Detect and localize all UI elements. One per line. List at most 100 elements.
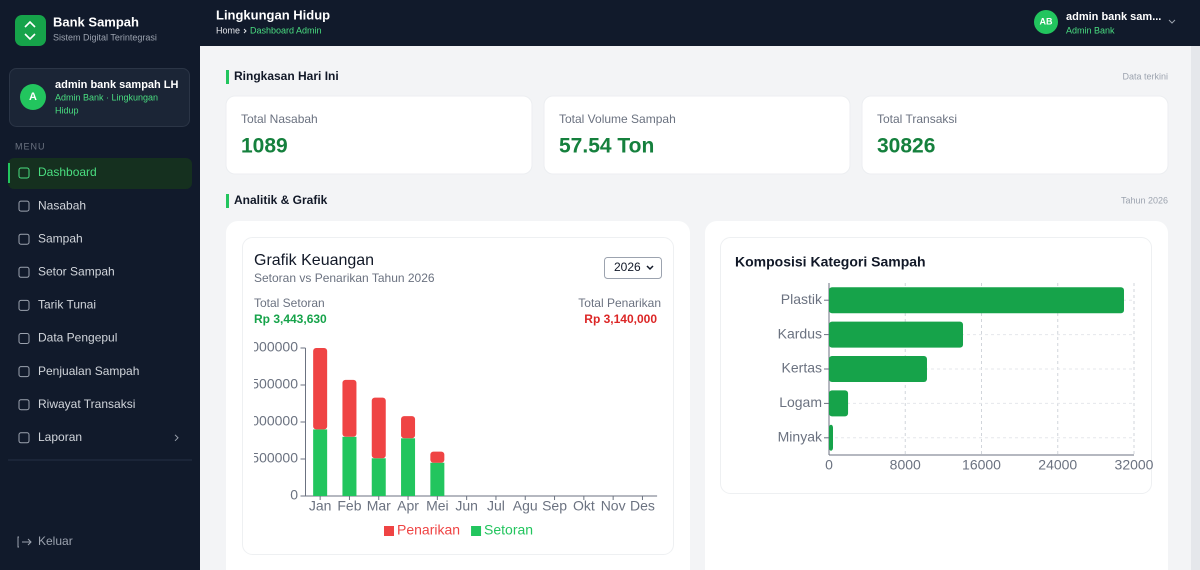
breadcrumb: Dashboard Admin <box>250 25 322 35</box>
chart-subtitle: Setoran vs Penarikan Tahun 2026 <box>254 271 435 285</box>
x-tick-label: 8000 <box>890 457 921 473</box>
x-tick-label: Agu <box>513 498 538 514</box>
menu-item[interactable]: Penjualan Sampah <box>38 364 139 378</box>
x-tick-label: 16000 <box>962 457 1001 473</box>
brand-title: Bank Sampah <box>53 14 139 29</box>
stat-label: Total Volume Sampah <box>559 112 676 126</box>
bar-segment <box>342 436 357 496</box>
menu-icon <box>18 399 30 411</box>
user-role: Hidup <box>55 105 79 115</box>
menu-item[interactable]: Dashboard <box>38 165 97 179</box>
bar-segment <box>430 451 445 463</box>
menu-label: MENU <box>15 141 46 151</box>
x-tick-label: 0 <box>825 457 833 473</box>
year-select-value: 2026 <box>614 260 641 274</box>
breadcrumb[interactable]: Home <box>216 25 240 35</box>
menu-item[interactable]: Data Pengepul <box>38 331 117 345</box>
menu-icon <box>18 432 30 444</box>
menu-icon <box>18 233 30 245</box>
bar-segment <box>313 429 328 496</box>
breadcrumb-sep <box>243 28 247 34</box>
menu-icon <box>18 266 30 278</box>
y-tick-label: 2000000 <box>243 339 298 355</box>
x-tick-label: Mar <box>367 498 391 514</box>
legend-label[interactable]: Setoran <box>484 522 533 538</box>
x-tick-label: Jun <box>455 498 478 514</box>
brand-icon <box>24 20 36 41</box>
total-label: Total Penarikan <box>578 296 661 310</box>
section-title: Analitik & Grafik <box>234 193 328 207</box>
chart-title: Komposisi Kategori Sampah <box>735 254 926 270</box>
menu-icon <box>18 167 30 179</box>
header <box>200 0 1200 46</box>
bar <box>829 356 927 382</box>
legend-swatch <box>384 526 394 536</box>
chart-title: Grafik Keuangan <box>254 252 374 269</box>
select-arrow <box>646 265 654 271</box>
x-tick-label: Jan <box>309 498 332 514</box>
menu-expand <box>174 434 179 442</box>
x-tick-label: Nov <box>601 498 626 514</box>
user-dropdown[interactable] <box>1168 19 1176 24</box>
stat-card <box>861 95 1169 175</box>
section-marker <box>226 194 229 208</box>
user-card <box>9 68 190 127</box>
bar-segment <box>371 397 386 459</box>
stat-value: 30826 <box>877 135 935 158</box>
bar <box>829 390 849 417</box>
y-tick-label: 500000 <box>251 450 298 466</box>
year-select[interactable] <box>604 257 662 279</box>
y-labels: 0 500000 1000000 1500000 2000000 <box>243 339 298 503</box>
stat-label: Total Transaksi <box>877 112 957 126</box>
y-tick-label: Kertas <box>782 360 822 376</box>
brand-logo <box>15 15 46 46</box>
section-note: Tahun 2026 <box>1121 195 1168 205</box>
brand-subtitle: Sistem Digital Terintegrasi <box>53 32 157 42</box>
logout[interactable]: Keluar <box>38 534 73 548</box>
y-tick-label: Minyak <box>778 429 823 445</box>
bar <box>829 424 834 451</box>
menu-item[interactable]: Laporan <box>38 430 82 444</box>
menu-item[interactable]: Tarik Tunai <box>38 298 96 312</box>
bar-segment <box>313 348 328 430</box>
total-label: Total Setoran <box>254 296 325 310</box>
bar-segment <box>371 458 386 496</box>
menu-item[interactable]: Setor Sampah <box>38 264 115 278</box>
section-title: Ringkasan Hari Ini <box>234 69 339 83</box>
x-tick-label: Feb <box>337 498 361 514</box>
avatar-letters: AB <box>1040 16 1053 26</box>
avatar-letter: A <box>29 91 37 103</box>
menu-item[interactable]: Sampah <box>38 231 83 245</box>
header-user-role: Admin Bank <box>1066 25 1115 35</box>
x-tick-label: Sep <box>542 498 567 514</box>
menu-icon <box>18 200 30 212</box>
bar <box>829 321 964 348</box>
stat-card <box>543 95 851 175</box>
scrollbar <box>1191 46 1200 570</box>
menu-icon <box>18 366 30 378</box>
menu-item[interactable]: Riwayat Transaksi <box>38 397 135 411</box>
bar-segment <box>342 379 357 437</box>
x-tick-label: 24000 <box>1038 457 1077 473</box>
y-tick-label: Plastik <box>781 291 823 307</box>
bar-segment <box>401 438 416 496</box>
y-tick-label: Kardus <box>778 325 822 341</box>
menu-icon <box>18 299 30 311</box>
user-role: Admin Bank · Lingkungan <box>55 92 158 102</box>
stat-card <box>225 95 533 175</box>
section-marker <box>226 70 229 84</box>
menu-active-bg <box>8 158 192 189</box>
x-tick-label: Mei <box>426 498 449 514</box>
header-avatar[interactable] <box>1034 10 1058 34</box>
legend-label[interactable]: Penarikan <box>397 522 460 538</box>
y-tick-label: 0 <box>290 487 298 503</box>
x-tick-label: Des <box>630 498 655 514</box>
y-tick-label: 1000000 <box>243 413 298 429</box>
y-tick-label: Logam <box>779 394 822 410</box>
total-value: Rp 3,443,630 <box>254 312 327 326</box>
menu-item[interactable]: Nasabah <box>38 198 86 212</box>
x-tick-label: 32000 <box>1115 457 1154 473</box>
stat-value: 57.54 Ton <box>559 135 654 158</box>
stat-value: 1089 <box>241 135 288 158</box>
